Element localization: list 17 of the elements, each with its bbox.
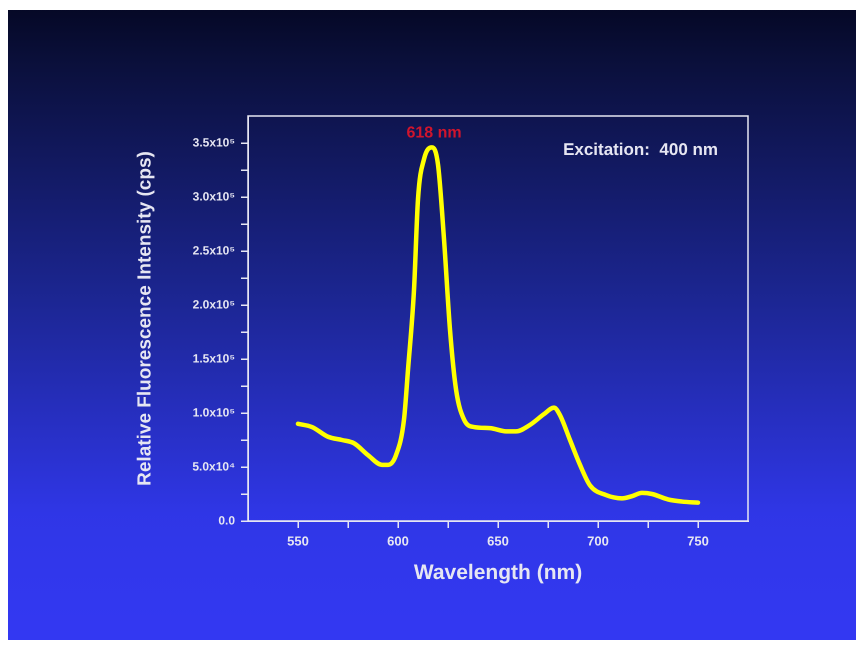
- y-tick-label: 1.5x10⁵: [192, 351, 235, 366]
- y-axis-title: Relative Fluorescence Intensity (cps): [134, 151, 156, 486]
- y-tick-label: 2.5x10⁵: [192, 243, 235, 258]
- x-tick-label: 650: [487, 533, 509, 548]
- y-tick-label: 0.0: [218, 513, 236, 528]
- x-tick-label: 700: [587, 533, 609, 548]
- x-tick-label: 600: [387, 533, 409, 548]
- y-tick-label: 3.5x10⁵: [192, 135, 235, 150]
- annotation: Excitation: 400 nm: [563, 140, 718, 160]
- x-axis-title: Wavelength (nm): [414, 561, 582, 584]
- y-tick-label: 5.0x10⁴: [192, 459, 236, 474]
- y-tick-label: 2.0x10⁵: [192, 297, 235, 312]
- y-tick-label: 3.0x10⁵: [192, 189, 235, 204]
- x-tick-label: 550: [287, 533, 309, 548]
- y-tick-label: 1.0x10⁵: [192, 405, 235, 420]
- x-tick-label: 750: [687, 533, 709, 548]
- annotation: 618 nm: [406, 124, 462, 142]
